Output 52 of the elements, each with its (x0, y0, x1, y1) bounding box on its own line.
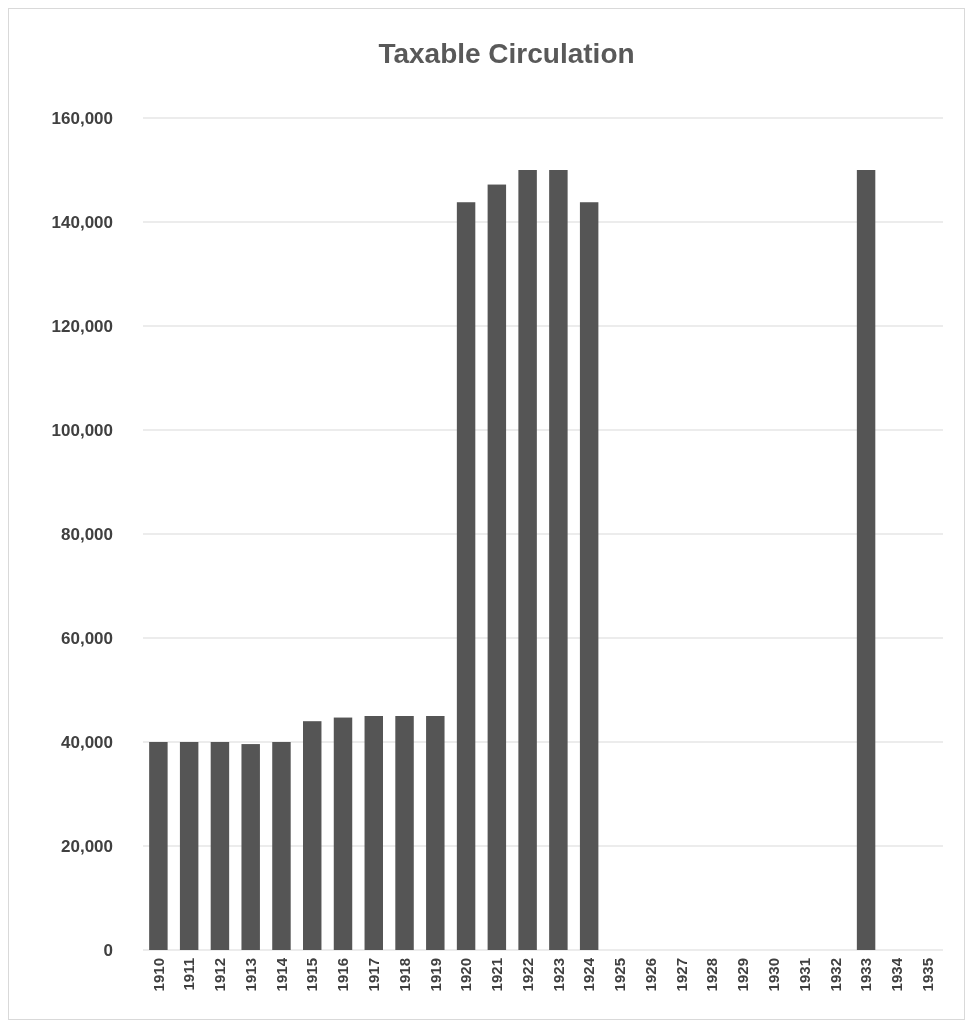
y-tick-label: 60,000 (61, 628, 113, 648)
x-tick-label: 1927 (672, 958, 690, 992)
y-tick-label: 120,000 (51, 316, 113, 336)
x-tick-label: 1920 (457, 958, 475, 992)
bar (426, 716, 445, 950)
bar (333, 717, 353, 950)
x-tick-label: 1935 (918, 958, 936, 992)
x-tick-label: 1926 (641, 958, 659, 992)
y-tick-label: 40,000 (61, 732, 113, 752)
bar (856, 170, 876, 950)
bar (272, 742, 291, 950)
bar (303, 721, 322, 950)
x-tick-label: 1921 (488, 958, 506, 992)
x-tick-label: 1931 (795, 958, 813, 992)
bar (364, 716, 383, 950)
x-tick-label: 1915 (303, 958, 321, 992)
y-tick-label: 160,000 (51, 108, 113, 128)
bar (210, 742, 230, 950)
x-tick-label: 1911 (180, 958, 198, 991)
x-tick-label: 1930 (765, 958, 783, 992)
y-tick-label: 0 (103, 940, 113, 960)
x-tick-label: 1912 (211, 958, 229, 992)
bar (241, 744, 260, 950)
x-tick-label: 1919 (426, 958, 444, 992)
y-tick-label: 80,000 (61, 524, 113, 544)
x-tick-label: 1913 (241, 958, 259, 992)
bar (456, 202, 476, 950)
x-tick-label: 1914 (272, 957, 290, 992)
x-tick-label: 1910 (149, 958, 167, 992)
bar (179, 742, 199, 950)
x-tick-label: 1925 (611, 958, 629, 992)
y-tick-label: 20,000 (61, 836, 113, 856)
x-tick-label: 1918 (395, 958, 413, 992)
x-tick-label: 1933 (857, 958, 875, 992)
x-tick-label: 1928 (703, 958, 721, 992)
x-tick-label: 1934 (888, 957, 906, 992)
chart-title: Taxable Circulation (378, 38, 635, 69)
bar (579, 202, 599, 950)
bar (518, 170, 537, 950)
x-tick-label: 1916 (334, 958, 352, 992)
y-tick-label: 140,000 (51, 212, 113, 232)
x-tick-label: 1923 (549, 958, 567, 992)
x-tick-label: 1917 (365, 958, 383, 992)
bar (487, 184, 507, 950)
x-tick-label: 1929 (734, 958, 752, 992)
bar (395, 716, 414, 950)
y-tick-label: 100,000 (51, 420, 113, 440)
x-tick-label: 1932 (826, 958, 844, 992)
bar (549, 170, 568, 950)
bar (149, 742, 168, 950)
x-tick-label: 1922 (518, 958, 536, 992)
x-tick-label: 1924 (580, 957, 598, 992)
